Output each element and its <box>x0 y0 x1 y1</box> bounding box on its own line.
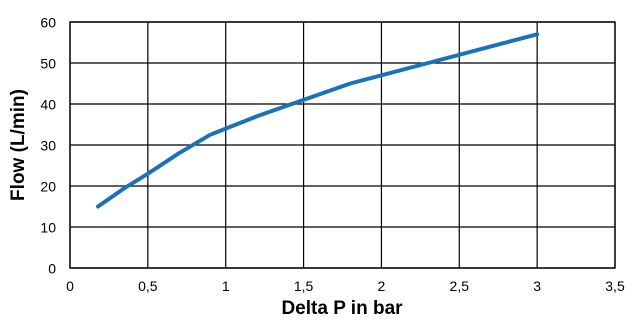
y-tick-labels: 0 10 20 30 40 50 60 <box>40 15 56 277</box>
y-tick-label: 30 <box>40 138 56 154</box>
x-tick-label: 2,5 <box>450 278 470 294</box>
y-tick-label: 0 <box>48 261 56 277</box>
y-tick-label: 60 <box>40 15 56 31</box>
grid <box>69 21 616 269</box>
y-axis-label: Flow (L/min) <box>8 89 29 201</box>
x-tick-label: 3 <box>533 278 541 294</box>
y-tick-label: 20 <box>40 179 56 195</box>
x-tick-label: 0,5 <box>138 278 158 294</box>
x-tick-label: 1,5 <box>294 278 314 294</box>
x-tick-label: 1 <box>222 278 230 294</box>
y-tick-label: 10 <box>40 220 56 236</box>
x-tick-label: 0 <box>66 278 74 294</box>
y-tick-label: 50 <box>40 56 56 72</box>
plot-frame <box>69 21 616 269</box>
y-tick-label: 40 <box>40 97 56 113</box>
x-axis-label: Delta P in bar <box>281 298 403 319</box>
x-tick-labels: 0 0,5 1 1,5 2 2,5 3 3,5 <box>66 278 625 294</box>
x-tick-label: 3,5 <box>605 278 625 294</box>
x-tick-label: 2 <box>378 278 386 294</box>
series-layer <box>96 32 540 209</box>
series-line-0 <box>96 32 540 209</box>
